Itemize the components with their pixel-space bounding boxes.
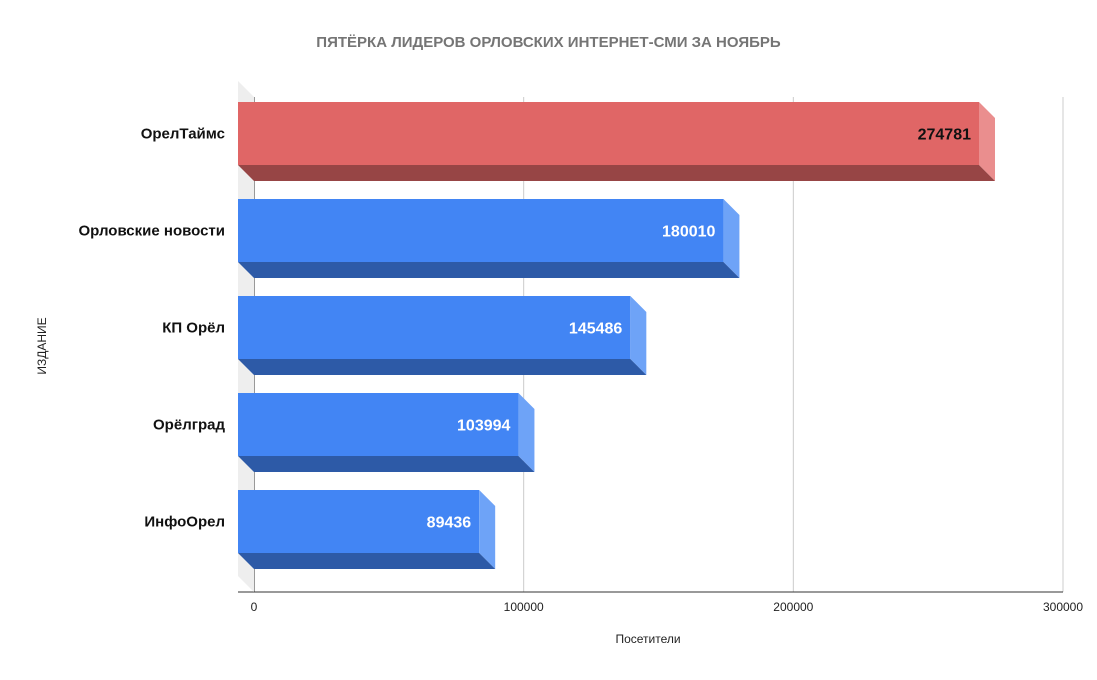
bar	[238, 199, 740, 278]
bar	[238, 393, 535, 472]
bars	[238, 102, 995, 569]
bar-front	[238, 490, 480, 553]
data-label: 274781	[918, 127, 971, 144]
x-tick-label: 100000	[504, 600, 544, 614]
category-label: ИнфоОрел	[144, 514, 225, 531]
bar-end	[479, 490, 496, 569]
data-label: 89436	[427, 515, 472, 532]
category-label: КП Орёл	[162, 320, 225, 337]
bar-bottom	[238, 165, 995, 181]
bar	[238, 102, 995, 181]
category-label: Орловские новости	[79, 223, 226, 240]
x-axis-title: Посетители	[615, 632, 680, 646]
data-label: 103994	[457, 418, 510, 435]
data-label: 180010	[662, 224, 715, 241]
bar-bottom	[238, 359, 647, 375]
bar-front	[238, 102, 979, 165]
bar-front	[238, 393, 519, 456]
y-axis-title: ИЗДАНИЕ	[35, 317, 49, 374]
chart-title: ПЯТЁРКА ЛИДЕРОВ ОРЛОВСКИХ ИНТЕРНЕТ-СМИ З…	[316, 34, 781, 51]
x-tick-label: 200000	[773, 600, 813, 614]
bar-bottom	[238, 456, 535, 472]
bar-end	[978, 102, 995, 181]
bar-bottom	[238, 262, 740, 278]
bar	[238, 296, 647, 375]
bar-bottom	[238, 553, 496, 569]
bar-end	[518, 393, 535, 472]
labels: 0 100000 200000 300000 ОрелТаймс 274781 Орловс…	[79, 126, 1084, 615]
category-label: ОрелТаймс	[141, 126, 225, 143]
bar-front	[238, 296, 631, 359]
data-label: 145486	[569, 321, 622, 338]
bar-end	[723, 199, 740, 278]
bar	[238, 490, 496, 569]
bar-end	[630, 296, 647, 375]
bar-front	[238, 199, 724, 262]
x-tick-label: 300000	[1043, 600, 1083, 614]
category-label: Орёлград	[153, 417, 225, 434]
x-tick-label: 0	[251, 600, 258, 614]
